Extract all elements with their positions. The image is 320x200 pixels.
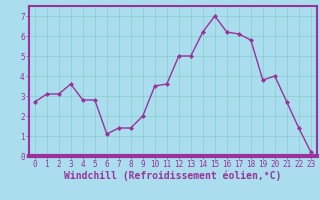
X-axis label: Windchill (Refroidissement éolien,°C): Windchill (Refroidissement éolien,°C): [64, 171, 282, 181]
